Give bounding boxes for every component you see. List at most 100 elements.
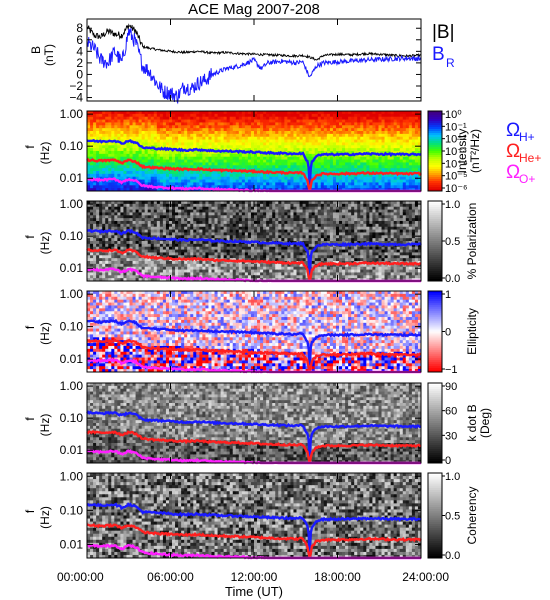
heatmap-cell	[175, 131, 179, 135]
heatmap-cell	[208, 156, 212, 160]
heatmap-cell	[105, 133, 109, 138]
heatmap-cell	[257, 206, 261, 210]
heatmap-cell	[184, 229, 188, 233]
heatmap-cell	[272, 246, 276, 250]
heatmap-cell	[266, 212, 270, 216]
heatmap-cell	[175, 232, 179, 236]
colorbar-segment	[428, 157, 442, 160]
heatmap-cell	[408, 168, 413, 172]
heatmap-cell	[326, 128, 331, 132]
heatmap-cell	[235, 182, 240, 186]
heatmap-cell	[102, 136, 106, 140]
heatmap-cell	[372, 148, 376, 152]
heatmap-cell	[320, 176, 325, 180]
heatmap-cell	[254, 246, 258, 250]
heatmap-cell	[205, 223, 209, 228]
heatmap-cell	[120, 258, 124, 262]
heatmap-cell	[269, 266, 273, 270]
heatmap-cell	[308, 113, 313, 118]
heatmap-cell	[108, 278, 112, 282]
heatmap-cell	[345, 188, 349, 192]
heatmap-cell	[135, 243, 140, 248]
heatmap-cell	[354, 148, 358, 152]
heatmap-cell	[178, 215, 182, 219]
heatmap-cell	[90, 168, 94, 172]
heatmap-cell	[102, 148, 106, 152]
heatmap-cell	[269, 139, 273, 143]
heatmap-cell	[326, 145, 331, 149]
heatmap-cell	[190, 159, 194, 163]
heatmap-cell	[132, 266, 136, 270]
heatmap-cell	[399, 119, 404, 123]
heatmap-cell	[290, 148, 294, 152]
heatmap-cell	[250, 162, 255, 166]
heatmap-cell	[326, 156, 331, 160]
heatmap-cell	[129, 173, 133, 178]
heatmap-cell	[172, 266, 176, 270]
heatmap-cell	[287, 188, 291, 192]
heatmap-cell	[193, 223, 197, 228]
heatmap-cell	[223, 116, 228, 120]
heatmap-cell	[235, 221, 240, 225]
heatmap-cell	[93, 226, 97, 230]
heatmap-cell	[250, 275, 255, 279]
heatmap-cell	[254, 179, 258, 183]
heatmap-cell	[217, 128, 221, 132]
heatmap-cell	[175, 278, 179, 282]
heatmap-cell	[147, 249, 152, 253]
heatmap-cell	[126, 212, 130, 216]
heatmap-cell	[138, 266, 143, 270]
heatmap-cell	[159, 246, 164, 250]
heatmap-cell	[175, 128, 179, 132]
heatmap-cell	[208, 151, 212, 155]
heatmap-cell	[250, 243, 255, 248]
heatmap-cell	[129, 206, 133, 210]
heatmap-cell	[196, 252, 200, 256]
heatmap-cell	[138, 258, 143, 262]
heatmap-cell	[178, 125, 182, 129]
heatmap-cell	[405, 156, 410, 160]
heatmap-cell	[254, 139, 258, 143]
heatmap-cell	[214, 122, 218, 126]
heatmap-cell	[141, 252, 146, 256]
heatmap-cell	[105, 182, 109, 186]
heatmap-cell	[138, 252, 143, 256]
heatmap-cell	[278, 278, 282, 282]
heatmap-cell	[320, 151, 325, 155]
heatmap-cell	[208, 252, 212, 256]
heatmap-cell	[141, 182, 146, 186]
heatmap-cell	[193, 131, 197, 135]
heatmap-cell	[175, 255, 179, 259]
heatmap-cell	[223, 212, 228, 216]
heatmap-cell	[254, 168, 258, 172]
heatmap-cell	[175, 223, 179, 228]
heatmap-cell	[281, 153, 285, 158]
heatmap-cell	[275, 148, 279, 152]
heatmap-cell	[208, 272, 212, 276]
heatmap-cell	[260, 243, 264, 248]
heatmap-cell	[208, 266, 212, 270]
heatmap-cell	[272, 218, 276, 222]
heatmap-cell	[269, 179, 273, 183]
heatmap-cell	[284, 188, 288, 192]
heatmap-cell	[87, 275, 91, 279]
heatmap-cell	[87, 238, 91, 242]
heatmap-cell	[226, 258, 231, 262]
heatmap-cell	[399, 162, 404, 166]
heatmap-cell	[305, 156, 310, 160]
heatmap-cell	[150, 125, 155, 129]
heatmap-cell	[296, 119, 300, 123]
heatmap-cell	[351, 136, 355, 140]
heatmap-cell	[232, 218, 237, 222]
heatmap-cell	[159, 116, 164, 120]
heatmap-cell	[357, 168, 361, 172]
heatmap-cell	[345, 156, 349, 160]
heatmap-cell	[120, 182, 124, 186]
heatmap-cell	[205, 173, 209, 178]
heatmap-cell	[214, 269, 218, 273]
heatmap-cell	[314, 122, 319, 126]
heatmap-cell	[399, 159, 404, 163]
heatmap-cell	[226, 148, 231, 152]
heatmap-cell	[393, 111, 398, 115]
heatmap-cell	[296, 173, 300, 178]
